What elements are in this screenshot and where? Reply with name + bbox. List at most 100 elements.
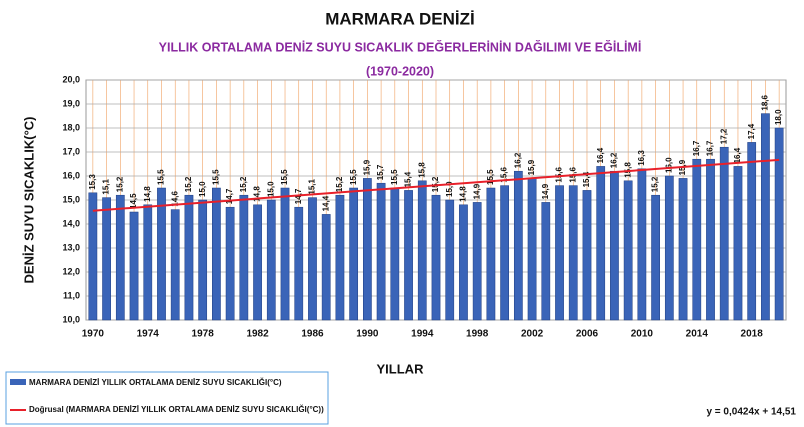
- bar: [363, 178, 372, 321]
- bar: [486, 187, 496, 321]
- data-label: 14,9: [472, 183, 481, 199]
- y-tick-label: 14,0: [62, 218, 80, 228]
- bar: [349, 187, 359, 321]
- bar: [774, 127, 784, 321]
- data-label: 16,2: [513, 152, 522, 168]
- data-label: 14,4: [321, 195, 330, 211]
- bar: [555, 185, 564, 321]
- data-label: 15,2: [184, 176, 193, 192]
- data-label: 15,0: [198, 181, 207, 197]
- bar: [623, 180, 633, 321]
- x-tick-label: 1994: [411, 329, 434, 340]
- data-label: 15,5: [349, 169, 358, 185]
- bar: [157, 187, 166, 321]
- data-label: 15,8: [623, 162, 632, 178]
- data-label: 16,0: [664, 157, 673, 173]
- data-label: 16,3: [637, 150, 646, 166]
- data-label: 15,2: [239, 176, 248, 192]
- data-label: 17,2: [719, 128, 728, 144]
- y-tick-label: 20,0: [62, 74, 80, 84]
- data-label: 15,0: [266, 181, 275, 197]
- bar: [321, 214, 331, 321]
- bar: [239, 194, 249, 321]
- data-label: 14,8: [253, 186, 262, 202]
- data-label: 15,5: [212, 169, 221, 185]
- x-tick-label: 1974: [137, 329, 160, 340]
- bar: [527, 178, 537, 321]
- x-tick-label: 1986: [301, 329, 324, 340]
- bar: [253, 204, 262, 321]
- data-label: 15,3: [88, 174, 97, 190]
- bar: [596, 166, 606, 321]
- data-label: 15,5: [486, 169, 495, 185]
- data-label: 15,6: [555, 166, 564, 182]
- bar: [308, 197, 317, 321]
- legend-label: Doğrusal (MARMARA DENİZİ YILLIK ORTALAMA…: [29, 405, 324, 414]
- x-tick-label: 2002: [521, 329, 544, 340]
- data-label: 15,2: [651, 176, 660, 192]
- bar: [417, 180, 427, 321]
- bar: [129, 211, 139, 321]
- bar: [376, 182, 386, 321]
- bar: [692, 158, 702, 321]
- y-tick-label: 19,0: [62, 98, 80, 108]
- bar: [280, 187, 290, 321]
- data-label: 15,5: [280, 169, 289, 185]
- data-label: 14,9: [541, 183, 550, 199]
- data-label: 15,4: [404, 171, 413, 187]
- data-label: 15,8: [417, 162, 426, 178]
- y-tick-label: 11,0: [63, 290, 80, 300]
- data-label: 16,7: [692, 140, 701, 156]
- bar: [404, 190, 413, 321]
- data-label: 15,5: [157, 169, 166, 185]
- data-label: 14,7: [225, 188, 234, 204]
- bar: [390, 187, 400, 321]
- chart-title: MARMARA DENİZİ: [325, 9, 475, 28]
- bar: [637, 168, 647, 321]
- y-tick-label: 16,0: [62, 170, 80, 180]
- x-tick-label: 2006: [576, 329, 599, 340]
- x-tick-label: 1970: [82, 329, 105, 340]
- data-label: 15,7: [376, 164, 385, 180]
- y-tick-label: 12,0: [62, 266, 80, 276]
- data-label: 14,5: [129, 193, 138, 209]
- bar: [733, 166, 743, 321]
- y-tick-label: 15,0: [62, 194, 80, 204]
- bar: [706, 158, 715, 321]
- y-tick-label: 18,0: [62, 122, 80, 132]
- bar: [184, 194, 194, 321]
- data-label: 14,6: [170, 190, 179, 206]
- bar: [198, 199, 208, 321]
- data-label: 15,0: [445, 181, 454, 197]
- legend: [5, 371, 329, 425]
- bar: [582, 190, 592, 321]
- bar: [143, 204, 153, 321]
- bar: [651, 194, 660, 321]
- data-label: 14,8: [459, 186, 468, 202]
- bar: [431, 194, 441, 321]
- x-tick-label: 1978: [192, 329, 215, 340]
- bar: [664, 175, 674, 321]
- bar: [212, 187, 221, 321]
- bar: [747, 142, 757, 321]
- trend-equation: y = 0,0424x + 14,51: [706, 407, 796, 418]
- y-tick-label: 17,0: [62, 146, 80, 156]
- bar: [170, 209, 180, 321]
- data-label: 15,9: [362, 159, 371, 175]
- bar: [761, 113, 770, 321]
- x-tick-label: 2014: [686, 329, 709, 340]
- x-tick-label: 1982: [246, 329, 269, 340]
- chart-subtitle: YILLIK ORTALAMA DENİZ SUYU SICAKLIK DEĞE…: [159, 39, 642, 54]
- bar: [541, 202, 551, 321]
- data-label: 15,2: [115, 176, 124, 192]
- data-label: 15,5: [390, 169, 399, 185]
- bar: [500, 185, 509, 321]
- x-tick-label: 1998: [466, 329, 489, 340]
- bar: [115, 194, 125, 321]
- bar: [294, 206, 304, 321]
- data-label: 16,4: [733, 147, 742, 163]
- bar: [88, 192, 98, 321]
- x-axis-label: YILLAR: [377, 361, 425, 376]
- data-label: 15,1: [308, 178, 317, 194]
